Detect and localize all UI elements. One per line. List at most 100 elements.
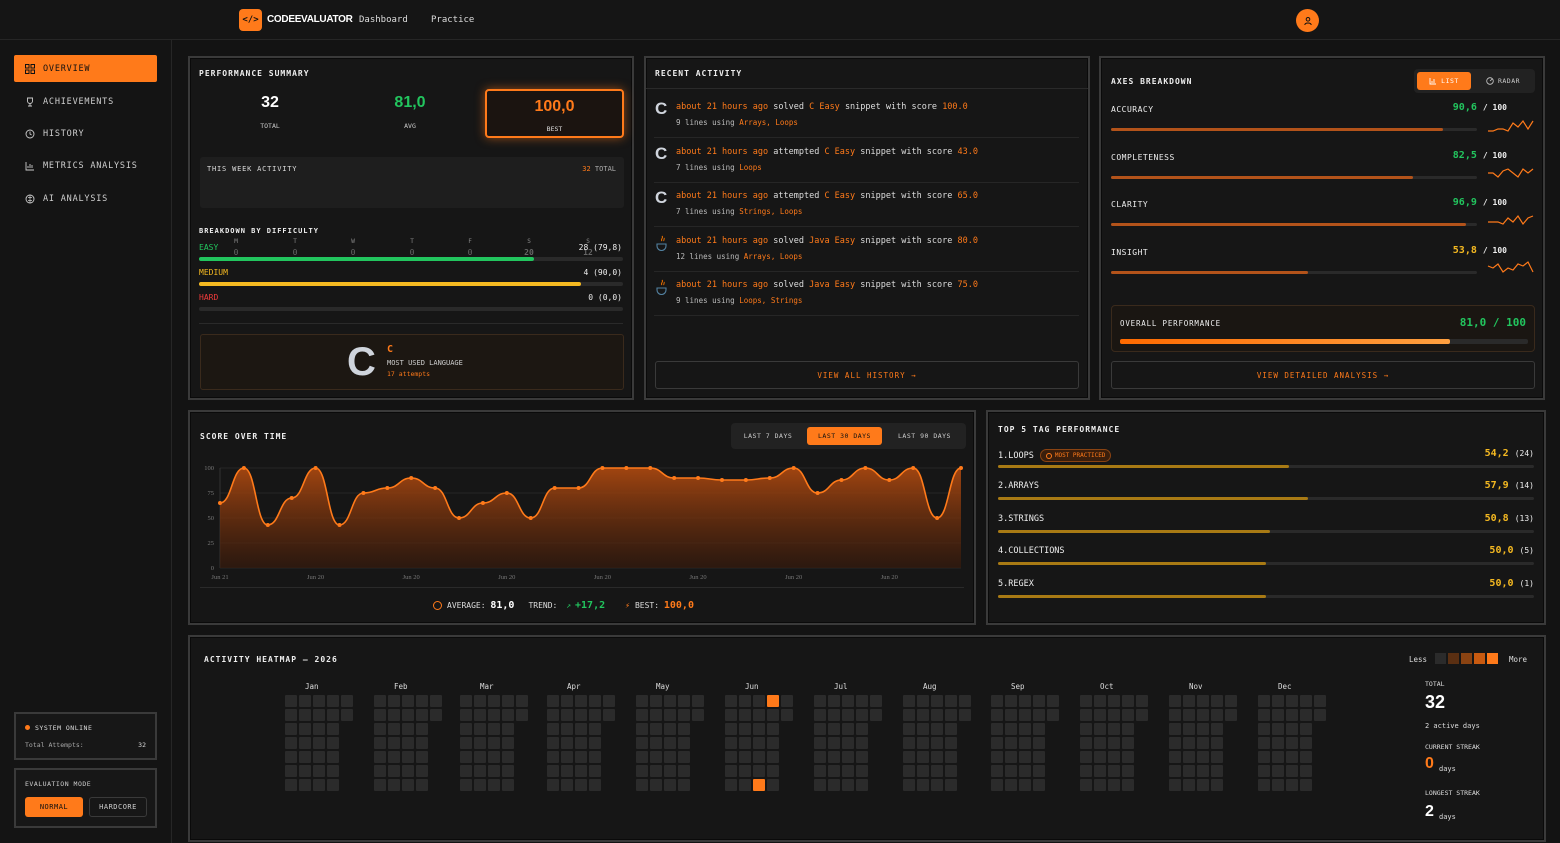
heatmap-cell[interactable] [1183,695,1195,707]
heatmap-cell[interactable] [856,765,868,777]
heatmap-cell[interactable] [1286,709,1298,721]
heatmap-cell[interactable] [374,723,386,735]
heatmap-cell[interactable] [650,723,662,735]
heatmap-cell[interactable] [1080,737,1092,749]
heatmap-cell[interactable] [1080,765,1092,777]
heatmap-cell[interactable] [1272,695,1284,707]
heatmap-cell[interactable] [636,765,648,777]
heatmap-cell[interactable] [636,695,648,707]
heatmap-cell[interactable] [1300,779,1312,791]
heatmap-cell[interactable] [1272,737,1284,749]
heatmap-cell[interactable] [589,709,601,721]
heatmap-cell[interactable] [374,737,386,749]
heatmap-cell[interactable] [931,765,943,777]
heatmap-cell[interactable] [388,779,400,791]
heatmap-cell[interactable] [725,723,737,735]
heatmap-cell[interactable] [488,723,500,735]
heatmap-cell[interactable] [547,765,559,777]
heatmap-cell[interactable] [561,737,573,749]
heatmap-cell[interactable] [636,709,648,721]
heatmap-cell[interactable] [636,737,648,749]
heatmap-cell[interactable] [589,779,601,791]
heatmap-cell[interactable] [991,709,1003,721]
heatmap-cell[interactable] [1300,765,1312,777]
heatmap-cell[interactable] [945,737,957,749]
heatmap-cell[interactable] [1211,723,1223,735]
heatmap-cell[interactable] [931,737,943,749]
heatmap-cell[interactable] [561,779,573,791]
heatmap-cell[interactable] [767,765,779,777]
heatmap-cell[interactable] [1094,779,1106,791]
heatmap-cell[interactable] [460,723,472,735]
heatmap-cell[interactable] [1033,695,1045,707]
heatmap-cell[interactable] [1314,695,1326,707]
heatmap-cell[interactable] [388,765,400,777]
heatmap-cell[interactable] [460,765,472,777]
heatmap-cell[interactable] [1197,695,1209,707]
heatmap-cell[interactable] [1169,695,1181,707]
heatmap-cell[interactable] [1122,695,1134,707]
heatmap-cell[interactable] [959,709,971,721]
heatmap-cell[interactable] [460,737,472,749]
heatmap-cell[interactable] [781,695,793,707]
heatmap-cell[interactable] [589,723,601,735]
heatmap-cell[interactable] [589,765,601,777]
heatmap-cell[interactable] [739,709,751,721]
heatmap-cell[interactable] [1033,737,1045,749]
mode-hardcore-button[interactable]: HARDCORE [89,797,147,817]
heatmap-cell[interactable] [285,751,297,763]
heatmap-cell[interactable] [1080,709,1092,721]
heatmap-cell[interactable] [664,737,676,749]
heatmap-cell[interactable] [1286,779,1298,791]
heatmap-cell[interactable] [678,779,690,791]
heatmap-cell[interactable] [1019,695,1031,707]
heatmap-cell[interactable] [474,723,486,735]
heatmap-cell[interactable] [285,695,297,707]
heatmap-cell[interactable] [1169,751,1181,763]
sidebar-item-ai[interactable]: AI ANALYSIS [14,185,157,212]
heatmap-cell[interactable] [842,709,854,721]
heatmap-cell[interactable] [285,779,297,791]
heatmap-cell[interactable] [502,723,514,735]
heatmap-cell[interactable] [561,723,573,735]
heatmap-cell[interactable] [664,709,676,721]
heatmap-cell[interactable] [1211,695,1223,707]
heatmap-cell[interactable] [753,709,765,721]
heatmap-cell[interactable] [1108,695,1120,707]
heatmap-cell[interactable] [828,765,840,777]
heatmap-cell[interactable] [374,779,386,791]
tag-label[interactable]: 4. COLLECTIONS [998,546,1065,556]
heatmap-cell[interactable] [814,765,826,777]
heatmap-cell[interactable] [1286,723,1298,735]
heatmap-cell[interactable] [903,695,915,707]
heatmap-cell[interactable] [1122,751,1134,763]
heatmap-cell[interactable] [650,695,662,707]
heatmap-cell[interactable] [664,765,676,777]
heatmap-cell[interactable] [945,723,957,735]
heatmap-cell[interactable] [739,695,751,707]
heatmap-cell[interactable] [828,709,840,721]
heatmap-cell[interactable] [1286,695,1298,707]
heatmap-cell[interactable] [1183,751,1195,763]
heatmap-cell[interactable] [388,709,400,721]
heatmap-cell[interactable] [1183,723,1195,735]
logo-icon[interactable]: </> [239,9,262,31]
heatmap-cell[interactable] [299,723,311,735]
heatmap-cell[interactable] [1197,751,1209,763]
heatmap-cell[interactable] [1211,779,1223,791]
heatmap-cell[interactable] [313,709,325,721]
heatmap-cell[interactable] [917,765,929,777]
heatmap-cell[interactable] [1122,765,1134,777]
heatmap-cell[interactable] [767,723,779,735]
heatmap-cell[interactable] [1272,723,1284,735]
heatmap-cell[interactable] [678,737,690,749]
heatmap-cell[interactable] [753,723,765,735]
heatmap-cell[interactable] [753,751,765,763]
heatmap-cell[interactable] [547,709,559,721]
heatmap-cell[interactable] [327,751,339,763]
heatmap-cell[interactable] [402,765,414,777]
heatmap-cell[interactable] [856,695,868,707]
heatmap-cell[interactable] [753,695,765,707]
heatmap-cell[interactable] [341,695,353,707]
heatmap-cell[interactable] [374,765,386,777]
